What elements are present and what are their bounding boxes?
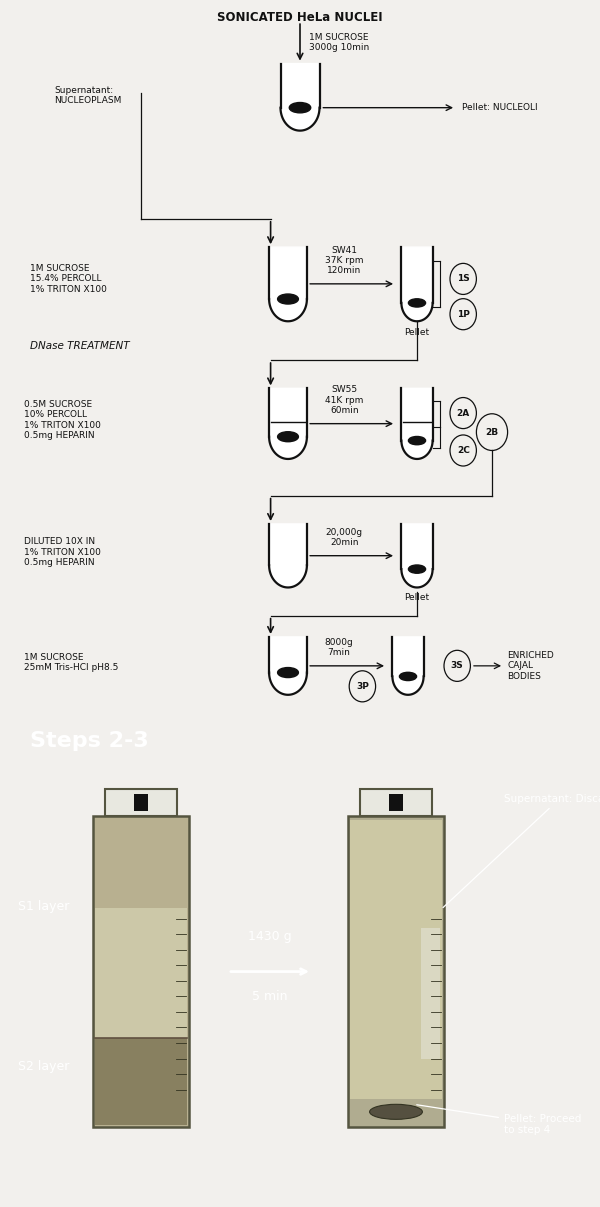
Text: 0.5M SUCROSE
10% PERCOLL
1% TRITON X100
0.5mg HEPARIN: 0.5M SUCROSE 10% PERCOLL 1% TRITON X100 … xyxy=(24,400,101,441)
Bar xyxy=(348,816,444,1127)
Bar xyxy=(93,816,189,1127)
Text: 1S: 1S xyxy=(457,274,470,284)
Text: 5 min: 5 min xyxy=(252,990,288,1003)
Text: 1M SUCROSE
25mM Tris-HCl pH8.5: 1M SUCROSE 25mM Tris-HCl pH8.5 xyxy=(24,653,118,672)
Ellipse shape xyxy=(400,672,416,681)
Bar xyxy=(95,908,187,1038)
Text: DNase TREATMENT: DNase TREATMENT xyxy=(30,342,130,351)
Text: 2C: 2C xyxy=(457,447,470,455)
Bar xyxy=(421,928,440,1059)
Text: 2A: 2A xyxy=(457,408,470,418)
Text: S2 layer: S2 layer xyxy=(18,1060,70,1073)
Polygon shape xyxy=(269,524,307,588)
Text: SONICATED HeLa NUCLEI: SONICATED HeLa NUCLEI xyxy=(217,11,383,24)
Text: Pellet: Pellet xyxy=(404,328,430,337)
Ellipse shape xyxy=(278,667,298,677)
Text: 1M SUCROSE
15.4% PERCOLL
1% TRITON X100: 1M SUCROSE 15.4% PERCOLL 1% TRITON X100 xyxy=(30,264,107,293)
Text: Supernatant:
NUCLEOPLASM: Supernatant: NUCLEOPLASM xyxy=(54,86,121,105)
Text: 3S: 3S xyxy=(451,661,464,670)
Text: 3P: 3P xyxy=(356,682,369,690)
Polygon shape xyxy=(269,389,307,459)
Polygon shape xyxy=(269,637,307,695)
Bar xyxy=(95,1038,187,1125)
Ellipse shape xyxy=(289,103,311,112)
Text: 1M SUCROSE
3000g 10min: 1M SUCROSE 3000g 10min xyxy=(309,33,369,52)
Text: SW41
37K rpm
120min: SW41 37K rpm 120min xyxy=(325,245,364,275)
Text: Steps 2-3: Steps 2-3 xyxy=(30,731,149,751)
Text: ENRICHED
CAJAL
BODIES: ENRICHED CAJAL BODIES xyxy=(507,651,554,681)
Polygon shape xyxy=(401,247,433,321)
Polygon shape xyxy=(401,524,433,588)
Bar xyxy=(389,794,403,811)
Polygon shape xyxy=(269,247,307,321)
Text: Pellet: Proceed
to step 4: Pellet: Proceed to step 4 xyxy=(417,1104,581,1135)
Text: 20,000g
20min: 20,000g 20min xyxy=(326,527,363,547)
Text: Supernatant: Discard: Supernatant: Discard xyxy=(443,794,600,908)
Ellipse shape xyxy=(278,432,298,442)
Bar xyxy=(360,788,432,816)
Text: 1430 g: 1430 g xyxy=(248,931,292,943)
Polygon shape xyxy=(392,637,424,695)
Ellipse shape xyxy=(278,295,298,304)
Bar xyxy=(134,794,148,811)
Ellipse shape xyxy=(409,565,425,573)
Polygon shape xyxy=(401,389,433,459)
Text: S1 layer: S1 layer xyxy=(18,900,70,912)
Text: Pellet: NUCLEOLI: Pellet: NUCLEOLI xyxy=(462,103,538,112)
Text: DILUTED 10X IN
1% TRITON X100
0.5mg HEPARIN: DILUTED 10X IN 1% TRITON X100 0.5mg HEPA… xyxy=(24,537,101,567)
Bar xyxy=(105,788,177,816)
Text: 1P: 1P xyxy=(457,310,470,319)
Polygon shape xyxy=(281,64,320,130)
Text: Pellet: Pellet xyxy=(404,593,430,602)
Text: 8000g
7min: 8000g 7min xyxy=(325,639,353,658)
Ellipse shape xyxy=(409,299,425,307)
Bar xyxy=(350,820,442,1100)
Text: SW55
41K rpm
60min: SW55 41K rpm 60min xyxy=(325,385,364,415)
Ellipse shape xyxy=(409,437,425,444)
Text: 2B: 2B xyxy=(485,427,499,437)
Ellipse shape xyxy=(370,1104,422,1119)
